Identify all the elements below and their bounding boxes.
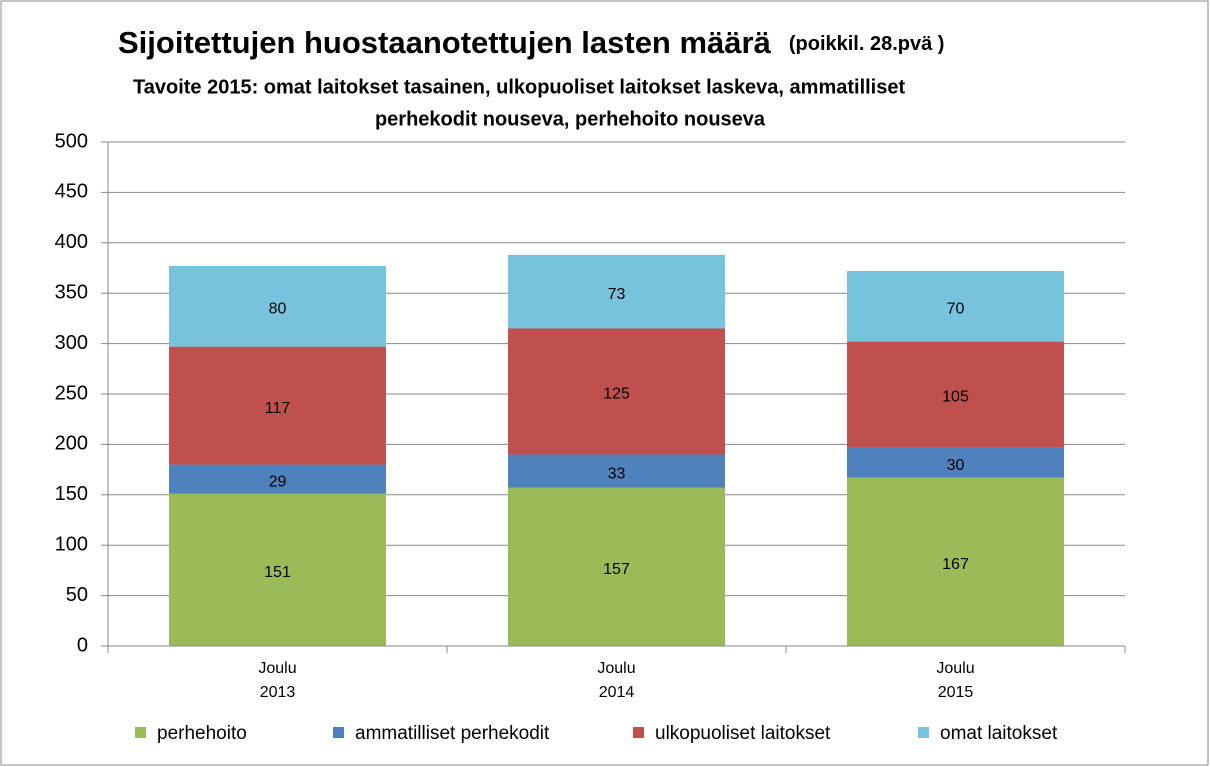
bar-segment	[169, 464, 386, 494]
data-label: 167	[942, 556, 969, 573]
legend-swatch	[333, 727, 344, 738]
data-label: 105	[942, 389, 969, 406]
legend-swatch	[633, 727, 644, 738]
x-tick-label: 2013	[260, 684, 296, 701]
title-main: Sijoitettujen huostaanotettujen lasten m…	[118, 25, 772, 60]
bar-segment	[847, 271, 1064, 342]
y-tick-label: 450	[55, 181, 88, 203]
y-tick-label: 200	[55, 433, 88, 455]
x-tick-label: Joulu	[936, 660, 974, 677]
data-label: 151	[264, 564, 291, 581]
data-label: 33	[608, 465, 626, 482]
x-tick-label: Joulu	[258, 660, 296, 677]
legend-label: omat laitokset	[940, 723, 1058, 744]
y-tick-label: 500	[55, 130, 88, 152]
data-label: 29	[269, 473, 287, 490]
y-tick-label: 150	[55, 483, 88, 505]
data-label: 157	[603, 561, 630, 578]
legend-label: perhehoito	[157, 723, 247, 744]
bar-segment	[508, 454, 725, 488]
data-label: 73	[608, 286, 626, 303]
y-tick-label: 100	[55, 533, 88, 555]
y-tick-label: 50	[66, 584, 88, 606]
data-label: 125	[603, 386, 630, 403]
y-tick-label: 250	[55, 382, 88, 404]
bar-segment	[847, 477, 1064, 646]
y-tick-label: 0	[77, 634, 88, 656]
data-label: 30	[947, 457, 965, 474]
y-tick-label: 350	[55, 281, 88, 303]
data-label: 70	[947, 301, 965, 318]
y-tick-label: 400	[55, 231, 88, 253]
legend-swatch	[918, 727, 929, 738]
x-tick-label: 2014	[599, 684, 635, 701]
subtitle-line: Tavoite 2015: omat laitokset tasainen, u…	[133, 76, 905, 98]
legend-label: ammatilliset perhekodit	[355, 723, 550, 744]
bar-segment	[169, 346, 386, 465]
bar-segment	[169, 265, 386, 347]
subtitle-line: perhekodit nouseva, perhehoito nouseva	[375, 108, 766, 130]
legend-swatch	[135, 727, 146, 738]
bar-segment	[508, 487, 725, 646]
title-note: (poikkil. 28.pvä )	[789, 33, 945, 55]
bar-segment	[508, 254, 725, 329]
bar-segment	[169, 493, 386, 646]
bar-segment	[847, 447, 1064, 478]
x-tick-label: 2015	[938, 684, 974, 701]
x-tick-label: Joulu	[597, 660, 635, 677]
bar-segment	[508, 328, 725, 455]
y-tick-label: 300	[55, 332, 88, 354]
data-label: 80	[269, 301, 287, 318]
chart-title: Sijoitettujen huostaanotettujen lasten m…	[118, 25, 944, 60]
legend-label: ulkopuoliset laitokset	[655, 723, 831, 744]
data-label: 117	[265, 400, 291, 417]
bar-segment	[847, 341, 1064, 448]
